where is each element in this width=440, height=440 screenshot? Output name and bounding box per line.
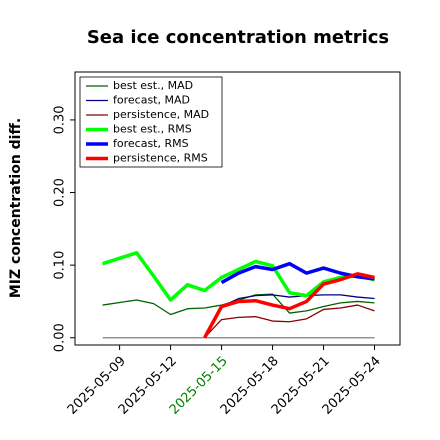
legend-label: best est., RMS	[113, 123, 192, 136]
series-line	[102, 293, 375, 316]
legend-label: forecast, MAD	[113, 94, 190, 107]
legend-label: best est., MAD	[113, 79, 193, 92]
y-axis-label: MIZ concentration diff.	[8, 118, 24, 298]
y-tick-label: 0.00	[53, 323, 68, 352]
legend-box	[79, 76, 223, 168]
plot-frame	[74, 71, 401, 346]
series-line	[204, 304, 375, 339]
y-tick-label: 0.10	[53, 251, 68, 280]
y-tick-label: 0.30	[53, 105, 68, 134]
legend-label: persistence, MAD	[113, 108, 209, 121]
series-line	[102, 251, 375, 302]
legend-label: forecast, RMS	[113, 137, 189, 150]
chart-title: Sea ice concentration metrics	[87, 27, 389, 48]
y-tick-label: 0.20	[53, 178, 68, 207]
series-line	[221, 294, 375, 308]
series-line	[203, 272, 375, 339]
legend-label: persistence, RMS	[113, 152, 208, 165]
